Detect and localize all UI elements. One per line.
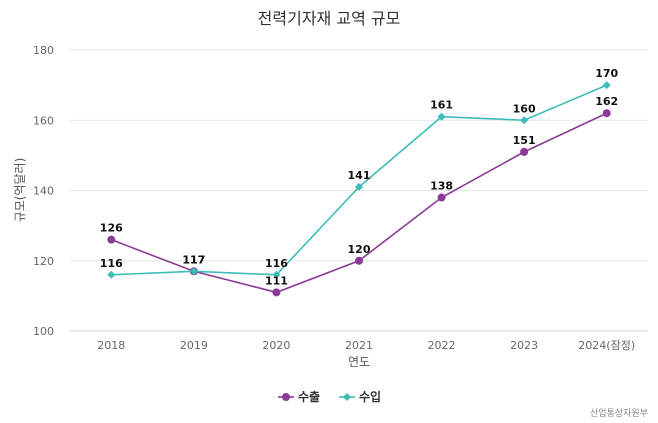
data-point: [437, 112, 446, 121]
data-point: [520, 116, 529, 125]
data-point: [602, 109, 611, 118]
series-group: [107, 81, 611, 297]
data-label: 117: [182, 253, 205, 266]
legend-marker-circle-icon: [282, 393, 290, 401]
series-import: [107, 81, 611, 279]
data-point: [355, 182, 363, 191]
y-tick-label: 100: [33, 325, 54, 338]
x-tick-label: 2023: [510, 339, 538, 352]
legend-item-export: 수출: [278, 389, 320, 404]
data-point: [437, 193, 446, 202]
source-note: 산업통상자원부: [590, 408, 648, 419]
data-point: [520, 147, 529, 156]
data-label: 141: [348, 169, 371, 182]
data-label: 116: [265, 257, 288, 270]
data-point: [107, 235, 116, 244]
data-label: 117: [182, 253, 205, 266]
y-tick-label: 160: [33, 114, 54, 127]
legend-marker-diamond-icon: [343, 393, 351, 401]
x-axis-ticks: 2018 2019 2020 2021 2022 2023 2024(잠정): [97, 339, 635, 352]
data-label: 116: [100, 257, 123, 270]
x-tick-label: 2022: [428, 339, 456, 352]
y-tick-label: 140: [33, 185, 54, 198]
data-point: [272, 288, 281, 297]
data-label: 111: [265, 274, 288, 287]
legend-label: 수입: [359, 390, 381, 404]
data-label: 138: [430, 180, 453, 193]
legend-item-import: 수입: [339, 390, 381, 404]
y-tick-label: 180: [33, 44, 54, 57]
x-tick-label: 2024(잠정): [578, 339, 635, 352]
x-axis-title: 연도: [348, 355, 370, 369]
data-label: 126: [100, 222, 123, 235]
y-axis-ticks: 100 120 140 160 180: [33, 44, 54, 338]
data-label: 162: [595, 95, 618, 108]
data-label: 160: [513, 102, 536, 115]
x-tick-label: 2018: [97, 339, 125, 352]
data-point: [189, 267, 198, 276]
legend-label: 수출: [298, 389, 320, 404]
data-label: 170: [595, 67, 618, 80]
y-tick-label: 120: [33, 255, 54, 268]
x-tick-label: 2019: [180, 339, 208, 352]
x-tick-label: 2020: [262, 339, 290, 352]
data-point: [355, 256, 363, 265]
data-point: [272, 270, 281, 279]
data-point: [107, 270, 116, 279]
legend: 수출 수입: [278, 389, 381, 404]
data-label: 120: [348, 243, 371, 256]
x-tick-label: 2021: [345, 339, 373, 352]
data-label: 161: [430, 99, 453, 112]
data-label: 151: [513, 134, 536, 147]
y-axis-title: 규모(억달러): [13, 158, 27, 223]
data-point: [602, 81, 611, 90]
chart-title: 전력기자재 교역 규모: [258, 9, 401, 28]
